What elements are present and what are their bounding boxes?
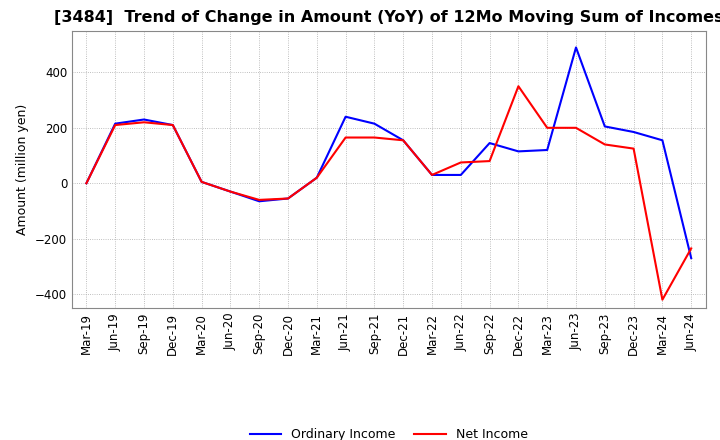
Net Income xyxy=(428,172,436,178)
Ordinary Income xyxy=(629,129,638,135)
Net Income xyxy=(485,158,494,164)
Net Income xyxy=(226,189,235,194)
Net Income xyxy=(312,175,321,180)
Net Income xyxy=(82,180,91,186)
Net Income xyxy=(687,246,696,251)
Net Income xyxy=(399,138,408,143)
Net Income xyxy=(658,297,667,302)
Ordinary Income xyxy=(687,256,696,261)
Net Income xyxy=(600,142,609,147)
Net Income xyxy=(572,125,580,130)
Line: Net Income: Net Income xyxy=(86,86,691,300)
Ordinary Income xyxy=(399,138,408,143)
Net Income xyxy=(168,122,177,128)
Ordinary Income xyxy=(341,114,350,119)
Ordinary Income xyxy=(485,140,494,146)
Title: [3484]  Trend of Change in Amount (YoY) of 12Mo Moving Sum of Incomes: [3484] Trend of Change in Amount (YoY) o… xyxy=(54,11,720,26)
Net Income xyxy=(255,197,264,202)
Net Income xyxy=(543,125,552,130)
Ordinary Income xyxy=(226,189,235,194)
Ordinary Income xyxy=(456,172,465,178)
Net Income xyxy=(341,135,350,140)
Ordinary Income xyxy=(543,147,552,153)
Ordinary Income xyxy=(312,175,321,180)
Ordinary Income xyxy=(658,138,667,143)
Net Income xyxy=(370,135,379,140)
Ordinary Income xyxy=(370,121,379,126)
Net Income xyxy=(456,160,465,165)
Net Income xyxy=(629,146,638,151)
Ordinary Income xyxy=(428,172,436,178)
Net Income xyxy=(111,122,120,128)
Ordinary Income xyxy=(284,196,292,201)
Legend: Ordinary Income, Net Income: Ordinary Income, Net Income xyxy=(245,423,533,440)
Ordinary Income xyxy=(82,180,91,186)
Net Income xyxy=(197,179,206,184)
Ordinary Income xyxy=(168,122,177,128)
Net Income xyxy=(140,120,148,125)
Ordinary Income xyxy=(572,45,580,50)
Ordinary Income xyxy=(600,124,609,129)
Y-axis label: Amount (million yen): Amount (million yen) xyxy=(17,104,30,235)
Net Income xyxy=(514,84,523,89)
Ordinary Income xyxy=(514,149,523,154)
Ordinary Income xyxy=(140,117,148,122)
Ordinary Income xyxy=(111,121,120,126)
Line: Ordinary Income: Ordinary Income xyxy=(86,48,691,258)
Ordinary Income xyxy=(197,179,206,184)
Net Income xyxy=(284,196,292,201)
Ordinary Income xyxy=(255,198,264,204)
